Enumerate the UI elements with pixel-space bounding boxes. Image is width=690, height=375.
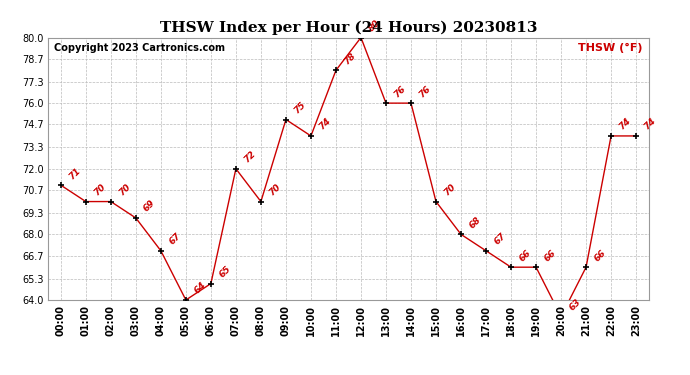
Text: 66: 66	[518, 248, 533, 263]
Text: 67: 67	[167, 231, 182, 247]
Text: 74: 74	[642, 117, 658, 132]
Text: 63: 63	[567, 297, 582, 312]
Text: 70: 70	[267, 182, 282, 198]
Text: 70: 70	[92, 182, 107, 198]
Text: 75: 75	[292, 100, 307, 116]
Text: 70: 70	[442, 182, 457, 198]
Text: 78: 78	[342, 51, 357, 66]
Text: THSW (°F): THSW (°F)	[578, 43, 642, 53]
Text: 80: 80	[367, 18, 382, 33]
Text: 74: 74	[618, 117, 633, 132]
Text: 71: 71	[67, 166, 82, 181]
Text: 70: 70	[117, 182, 132, 198]
Text: 66: 66	[542, 248, 558, 263]
Text: 68: 68	[467, 215, 482, 230]
Text: 74: 74	[317, 117, 333, 132]
Text: 66: 66	[592, 248, 607, 263]
Text: 69: 69	[142, 199, 157, 214]
Text: 64: 64	[192, 281, 207, 296]
Text: 65: 65	[217, 264, 233, 279]
Text: 67: 67	[492, 231, 507, 247]
Title: THSW Index per Hour (24 Hours) 20230813: THSW Index per Hour (24 Hours) 20230813	[159, 21, 538, 35]
Text: 76: 76	[417, 84, 433, 99]
Text: 72: 72	[242, 150, 257, 165]
Text: 76: 76	[392, 84, 407, 99]
Text: Copyright 2023 Cartronics.com: Copyright 2023 Cartronics.com	[55, 43, 226, 53]
